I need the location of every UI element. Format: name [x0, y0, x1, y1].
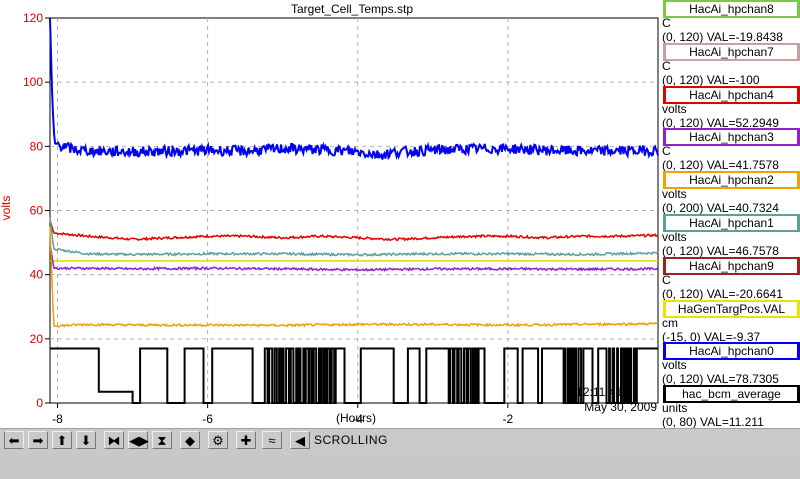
y-axis-label: volts — [0, 196, 13, 221]
legend-item-range: (0, 120) VAL=52.2949 — [662, 115, 779, 130]
legend-item-unit: volts — [662, 230, 687, 244]
series-line-HacAi_hpchan0 — [49, 17, 659, 161]
toolbar-bar: SCROLLING ➡ ➡ ⬆ ⬇ ⧓ ◀▶ ⧗ ◆ ⚙ ✚ ≈ ◀ — [0, 428, 800, 452]
legend-item[interactable]: hac_bcm_average units (0, 80) VAL=11.211 — [660, 385, 800, 433]
y-tick-label: 0 — [36, 396, 43, 410]
y-tick-label: 100 — [23, 75, 43, 89]
legend-item[interactable]: HacAi_hpchan9 C (0, 120) VAL=-20.6641 — [660, 256, 800, 305]
legend-item[interactable]: HacAi_hpchan1 volts (0, 120) VAL=46.7578 — [660, 214, 800, 262]
x-axis-label: (Hours) — [336, 411, 376, 425]
pan-right-button[interactable]: ➡ — [28, 431, 48, 449]
legend-item-range: (0, 120) VAL=41.7578 — [662, 158, 779, 173]
pan-down-button[interactable]: ⬇ — [76, 431, 96, 449]
add-button[interactable]: ✚ — [236, 431, 256, 449]
legend-item-label[interactable]: HaGenTargPos.VAL — [663, 299, 800, 318]
y-tick-label: 20 — [30, 332, 44, 346]
legend-item-label[interactable]: HacAi_hpchan2 — [663, 171, 800, 190]
config-button[interactable]: ≈ — [262, 431, 282, 449]
legend-item[interactable]: HacAi_hpchan8 C (0, 120) VAL=-19.8438 — [660, 0, 800, 48]
legend-item-unit: C — [662, 144, 671, 159]
timestamp-time: 12:11:41 — [576, 385, 622, 399]
timestamp-date: May 30, 2009 — [584, 400, 657, 414]
legend-item-range: (-15, 0) VAL=-9.37 — [662, 329, 761, 344]
legend-item-unit: cm — [662, 315, 678, 330]
pan-left-button[interactable]: ➡ — [4, 431, 24, 449]
legend-item-unit: units — [662, 401, 688, 416]
legend-item-range: (0, 120) VAL=-100 — [662, 72, 760, 87]
x-tick-label: -8 — [52, 412, 63, 426]
legend-item-range: (0, 200) VAL=40.7324 — [662, 201, 779, 216]
legend-item-range: (0, 120) VAL=46.7578 — [662, 244, 779, 258]
series-line-hac_bcm_average — [50, 347, 658, 404]
toolbar: SCROLLING ➡ ➡ ⬆ ⬇ ⧓ ◀▶ ⧗ ◆ ⚙ ✚ ≈ ◀ — [0, 428, 800, 479]
legend-item[interactable]: HacAi_hpchan0 volts (0, 120) VAL=78.7305 — [660, 342, 800, 390]
legend-item-label[interactable]: HacAi_hpchan3 — [663, 128, 800, 147]
legend-item[interactable]: HaGenTargPos.VAL cm (-15, 0) VAL=-9.37 — [660, 299, 800, 348]
legend-item-label[interactable]: HacAi_hpchan9 — [663, 256, 800, 275]
zoom-in-x-button[interactable]: ⧓ — [104, 431, 124, 449]
legend-item-unit: volts — [662, 101, 687, 116]
legend-item[interactable]: HacAi_hpchan7 C (0, 120) VAL=-100 — [660, 42, 800, 91]
legend-item-unit: volts — [662, 358, 687, 373]
legend-item-label[interactable]: hac_bcm_average — [663, 385, 800, 404]
x-tick-label: -6 — [202, 412, 213, 426]
legend-item-unit: C — [662, 58, 671, 73]
series-line-HacAi_hpchan1 — [49, 216, 659, 258]
legend-item[interactable]: HacAi_hpchan2 volts (0, 200) VAL=40.7324 — [660, 171, 800, 219]
y-tick-label: 120 — [23, 11, 43, 25]
y-tick-label: 80 — [30, 139, 44, 153]
chart-series — [49, 17, 659, 404]
legend-item[interactable]: HacAi_hpchan3 C (0, 120) VAL=41.7578 — [660, 128, 800, 176]
y-tick-label: 40 — [30, 268, 44, 282]
legend-item-unit: C — [662, 16, 671, 30]
pan-up-button[interactable]: ⬆ — [52, 431, 72, 449]
legend-panel: HacAi_hpchan8 C (0, 120) VAL=-19.8438 HacAi… — [660, 0, 800, 429]
legend-item-range: (0, 120) VAL=-20.6641 — [662, 286, 783, 301]
scrolling-status: SCROLLING — [314, 433, 388, 447]
chart-title: Target_Cell_Temps.stp — [291, 2, 413, 16]
legend-item-unit: volts — [662, 187, 687, 202]
zoom-in-y-button[interactable]: ⧗ — [152, 431, 172, 449]
legend-item-range: (0, 120) VAL=78.7305 — [662, 372, 779, 387]
legend-item-unit: C — [662, 272, 671, 287]
series-line-HacAi_hpchan3 — [49, 242, 659, 272]
x-tick-label: -2 — [503, 412, 514, 426]
scroll-toggle-button[interactable]: ◀ — [290, 431, 310, 449]
legend-item-label[interactable]: HacAi_hpchan8 — [663, 0, 800, 18]
y-tick-label: 60 — [30, 204, 44, 218]
legend-item[interactable]: HacAi_hpchan4 volts (0, 120) VAL=52.2949 — [660, 85, 800, 134]
zoom-out-x-button[interactable]: ◀▶ — [128, 431, 149, 449]
series-line-HacAi_hpchan4 — [49, 219, 659, 242]
x-tick-label: -4 — [352, 412, 363, 426]
legend-item-range: (0, 120) VAL=-19.8438 — [662, 30, 783, 44]
legend-item-label[interactable]: HacAi_hpchan4 — [663, 85, 800, 104]
legend-item-range: (0, 80) VAL=11.211 — [662, 415, 764, 430]
series-line-HacAi_hpchan2 — [49, 226, 658, 328]
chart-axes: 0 20 40 60 80 100 120 -8 -6 -4 -2 — [23, 11, 514, 426]
strip-chart[interactable]: 0 20 40 60 80 100 120 -8 -6 -4 -2 Target_Cell_Temp… — [0, 0, 660, 428]
chart-grid — [49, 17, 659, 404]
legend-item-label[interactable]: HacAi_hpchan0 — [663, 342, 800, 361]
auto-scale-button[interactable]: ⚙ — [208, 431, 228, 449]
zoom-out-y-button[interactable]: ◆ — [180, 431, 200, 449]
legend-item-label[interactable]: HacAi_hpchan1 — [663, 214, 800, 232]
legend-item-label[interactable]: HacAi_hpchan7 — [663, 42, 800, 61]
